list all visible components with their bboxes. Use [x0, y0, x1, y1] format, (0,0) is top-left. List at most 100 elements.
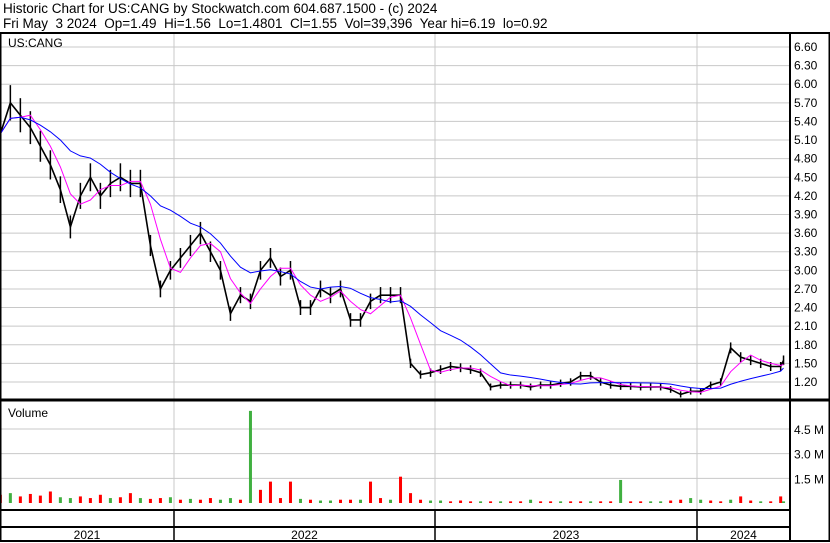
- price-tick-label: 5.40: [794, 114, 818, 128]
- volume-bar: [409, 493, 413, 503]
- volume-bar: [679, 499, 683, 503]
- volume-bar: [48, 491, 52, 503]
- price-tick-label: 5.10: [794, 133, 818, 147]
- volume-bar: [349, 499, 353, 503]
- volume-bar: [449, 501, 453, 503]
- volume-bar: [469, 501, 473, 503]
- volume-bar: [639, 501, 643, 503]
- volume-bar: [278, 498, 282, 503]
- volume-tick-label: 1.5 M: [794, 472, 824, 486]
- volume-bar: [148, 498, 152, 503]
- volume-bar: [659, 501, 663, 503]
- price-tick-label: 6.00: [794, 77, 818, 91]
- volume-bar: [669, 500, 673, 503]
- grid: [0, 33, 790, 510]
- volume-bar: [589, 501, 593, 503]
- volume-bar: [689, 498, 693, 503]
- volume-bar: [8, 493, 12, 503]
- year-label: 2021: [74, 528, 101, 542]
- volume-panel: [0, 410, 786, 503]
- volume-bar: [28, 493, 32, 503]
- volume-bar: [509, 501, 513, 503]
- price-tick-label: 5.70: [794, 96, 818, 110]
- volume-bar: [198, 499, 202, 503]
- volume-bar: [599, 501, 603, 503]
- outer-border: [0, 32, 830, 542]
- volume-bar: [389, 499, 393, 503]
- volume-bar: [218, 499, 222, 503]
- volume-bar: [549, 501, 553, 503]
- price-tick-label: 3.30: [794, 245, 818, 259]
- price-tick-label: 4.20: [794, 189, 818, 203]
- volume-bar: [519, 501, 523, 503]
- volume-bar: [58, 497, 62, 503]
- volume-tick-label: 3.0 M: [794, 448, 824, 462]
- price-tick-label: 6.60: [794, 40, 818, 54]
- volume-bar: [38, 495, 42, 503]
- volume-bar: [228, 498, 232, 503]
- volume-bar: [749, 500, 753, 503]
- price-tick-label: 3.00: [794, 263, 818, 277]
- volume-bar: [268, 481, 272, 503]
- volume-label: Volume: [8, 406, 48, 420]
- volume-bar: [739, 496, 743, 503]
- volume-bar: [649, 501, 653, 503]
- price-tick-label: 2.40: [794, 301, 818, 315]
- volume-bar: [369, 481, 373, 503]
- volume-bar: [559, 501, 563, 503]
- year-label: 2023: [553, 528, 580, 542]
- volume-bar: [258, 489, 262, 503]
- volume-bar: [479, 501, 483, 503]
- volume-bar: [429, 500, 433, 503]
- volume-bar: [138, 498, 142, 503]
- volume-bar: [399, 476, 403, 503]
- volume-bar: [569, 501, 573, 503]
- moving-average-short: [0, 114, 784, 393]
- volume-bar: [208, 498, 212, 503]
- volume-bar: [108, 498, 112, 503]
- volume-bar: [609, 501, 613, 503]
- volume-bar: [782, 501, 786, 503]
- volume-bar: [288, 481, 292, 503]
- price-tick-label: 3.90: [794, 207, 818, 221]
- volume-bar: [709, 500, 713, 503]
- volume-bar: [238, 499, 242, 503]
- chart-title: Historic Chart for US:CANG by Stockwatch…: [3, 1, 438, 16]
- volume-bar: [128, 493, 132, 503]
- volume-bar: [619, 479, 623, 503]
- price-tick-label: 1.20: [794, 375, 818, 389]
- price-tick-label: 1.80: [794, 338, 818, 352]
- year-label: 2024: [730, 528, 757, 542]
- volume-bar: [78, 496, 82, 503]
- volume-bar: [318, 500, 322, 503]
- moving-average-long: [0, 116, 784, 390]
- volume-bar: [248, 410, 252, 503]
- volume-bar: [328, 500, 332, 503]
- volume-bar: [499, 501, 503, 503]
- price-tick-label: 4.50: [794, 170, 818, 184]
- volume-bar: [188, 498, 192, 503]
- symbol-label: US:CANG: [8, 36, 63, 50]
- volume-bar: [439, 500, 443, 503]
- volume-bar: [769, 501, 773, 503]
- quote-summary: Fri May 3 2024 Op=1.49 Hi=1.56 Lo=1.4801…: [3, 16, 548, 31]
- volume-bar: [719, 501, 723, 503]
- volume-bar: [779, 496, 783, 503]
- price-tick-label: 3.60: [794, 226, 818, 240]
- volume-bar: [529, 499, 533, 503]
- price-tick-label: 4.80: [794, 152, 818, 166]
- volume-bar: [759, 501, 763, 503]
- volume-bar: [68, 498, 72, 503]
- volume-bar: [118, 497, 122, 503]
- chart-frame: 6.60 6.30 6.00 5.70 5.40 5.10 4.80 4.50 4.20 3.90…: [0, 32, 830, 542]
- price-tick-label: 6.30: [794, 59, 818, 73]
- volume-bar: [419, 499, 423, 503]
- volume-bar: [158, 498, 162, 503]
- volume-bar: [178, 499, 182, 503]
- volume-bar: [379, 498, 383, 503]
- volume-bar: [338, 499, 342, 503]
- volume-bar: [298, 498, 302, 503]
- volume-bar: [98, 494, 102, 503]
- volume-tick-label: 4.5 M: [794, 423, 824, 437]
